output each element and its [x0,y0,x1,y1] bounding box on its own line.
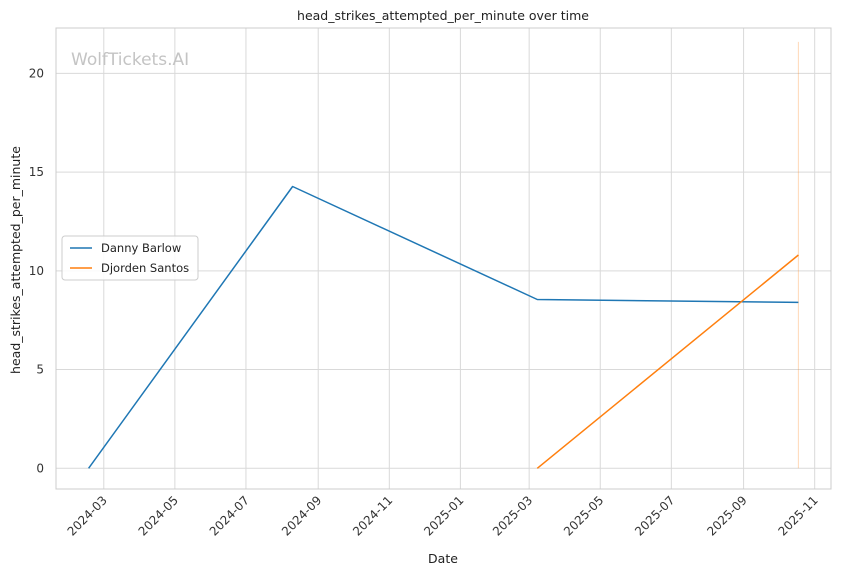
x-tick-label: 2024-05 [136,493,181,538]
x-axis-title: Date [428,551,458,566]
series-lines [87,185,799,469]
x-tick-label: 2025-03 [490,493,535,538]
chart-title: head_strikes_attempted_per_minute over t… [297,8,589,23]
legend-label-djorden-santos: Djorden Santos [101,261,189,275]
x-tick-label: 2025-09 [704,493,749,538]
legend-label-danny-barlow: Danny Barlow [101,241,181,255]
legend: Danny Barlow Djorden Santos [61,235,199,281]
plot-area-frame [55,27,832,490]
legend-box [61,235,199,281]
series-line-djorden-santos [536,254,799,469]
grid [56,28,831,489]
x-tick-label: 2025-07 [632,493,677,538]
y-axis-ticks: 0 5 10 15 20 [29,66,44,475]
y-tick-label: 0 [36,461,44,475]
y-tick-label: 10 [29,264,44,278]
y-axis-title: head_strikes_attempted_per_minute [8,146,23,374]
y-tick-label: 15 [29,165,44,179]
x-axis-ticks: 2024-03 2024-05 2024-07 2024-09 2024-11 2025-… [65,493,821,538]
x-tick-label: 2024-07 [207,493,252,538]
watermark: WolfTickets.AI [71,50,189,70]
x-tick-label: 2024-03 [65,493,110,538]
x-tick-label: 2025-11 [775,493,820,538]
y-tick-label: 20 [29,66,44,80]
series-line-danny-barlow [87,185,799,469]
x-tick-label: 2024-11 [350,493,395,538]
x-tick-label: 2025-05 [561,493,606,538]
x-tick-label: 2025-01 [421,493,466,538]
y-tick-label: 5 [36,363,44,377]
x-tick-label: 2024-09 [279,493,324,538]
